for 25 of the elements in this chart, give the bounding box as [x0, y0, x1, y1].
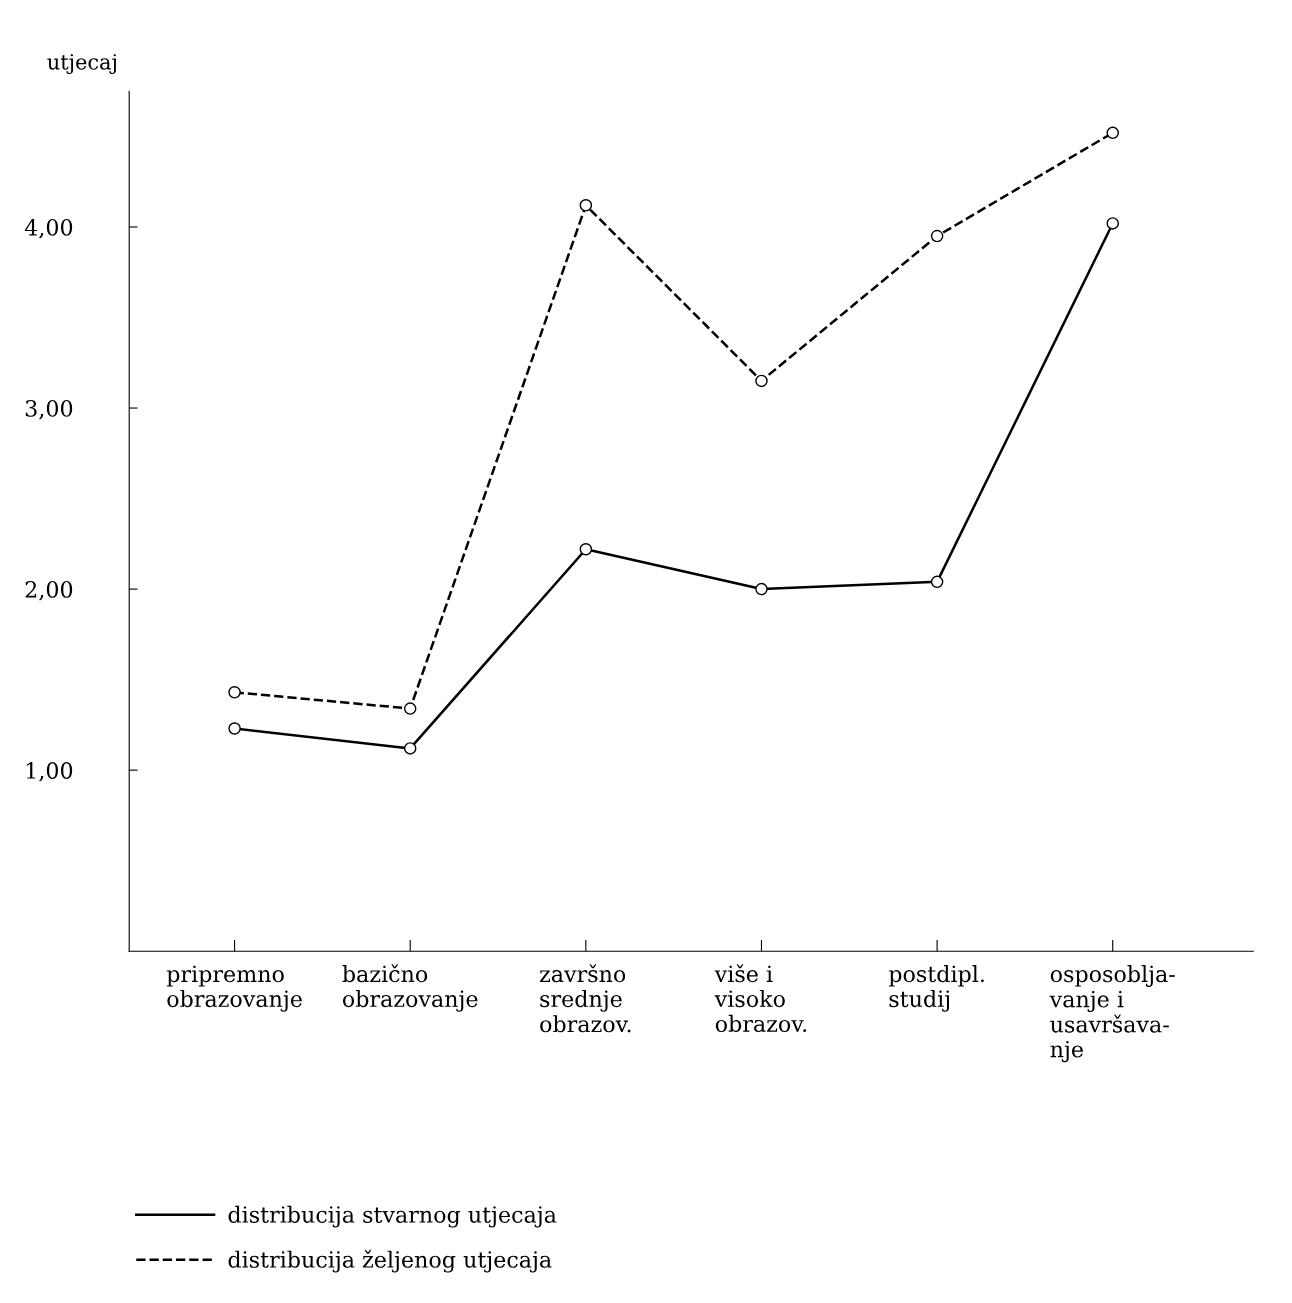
- x-tick-label: pripremno obrazovanje: [166, 965, 302, 1012]
- point: [228, 722, 241, 735]
- point: [403, 702, 417, 715]
- x-tick-label: postdipl. studij: [888, 965, 984, 1012]
- x-tick-label: osposoblja- vanje i usavršava- nje: [1049, 965, 1175, 1063]
- point: [930, 575, 944, 589]
- point: [579, 199, 593, 212]
- y-axis-title: utjecaj: [47, 54, 116, 75]
- y-tick-label: 1,00: [26, 762, 73, 782]
- y-tick-label: 4,00: [24, 218, 73, 239]
- point: [1106, 217, 1119, 230]
- x-tick-label: završno srednje obrazov.: [539, 964, 631, 1033]
- y-tick-label: 3,00: [25, 399, 73, 420]
- point: [755, 374, 768, 388]
- point: [579, 543, 593, 556]
- y-tick-label: 2,00: [25, 581, 73, 601]
- legend-label: distribucija stvarnog utjecaja: [228, 1205, 557, 1228]
- point: [228, 686, 241, 699]
- point: [1106, 126, 1119, 140]
- point: [403, 742, 417, 755]
- legend-label: distribucija željenog utjecaja: [228, 1249, 552, 1273]
- x-tick-label: više i visoko obrazov.: [714, 964, 807, 1033]
- x-tick-label: bazično obrazovanje: [342, 964, 478, 1012]
- point: [755, 582, 768, 596]
- point: [930, 229, 944, 243]
